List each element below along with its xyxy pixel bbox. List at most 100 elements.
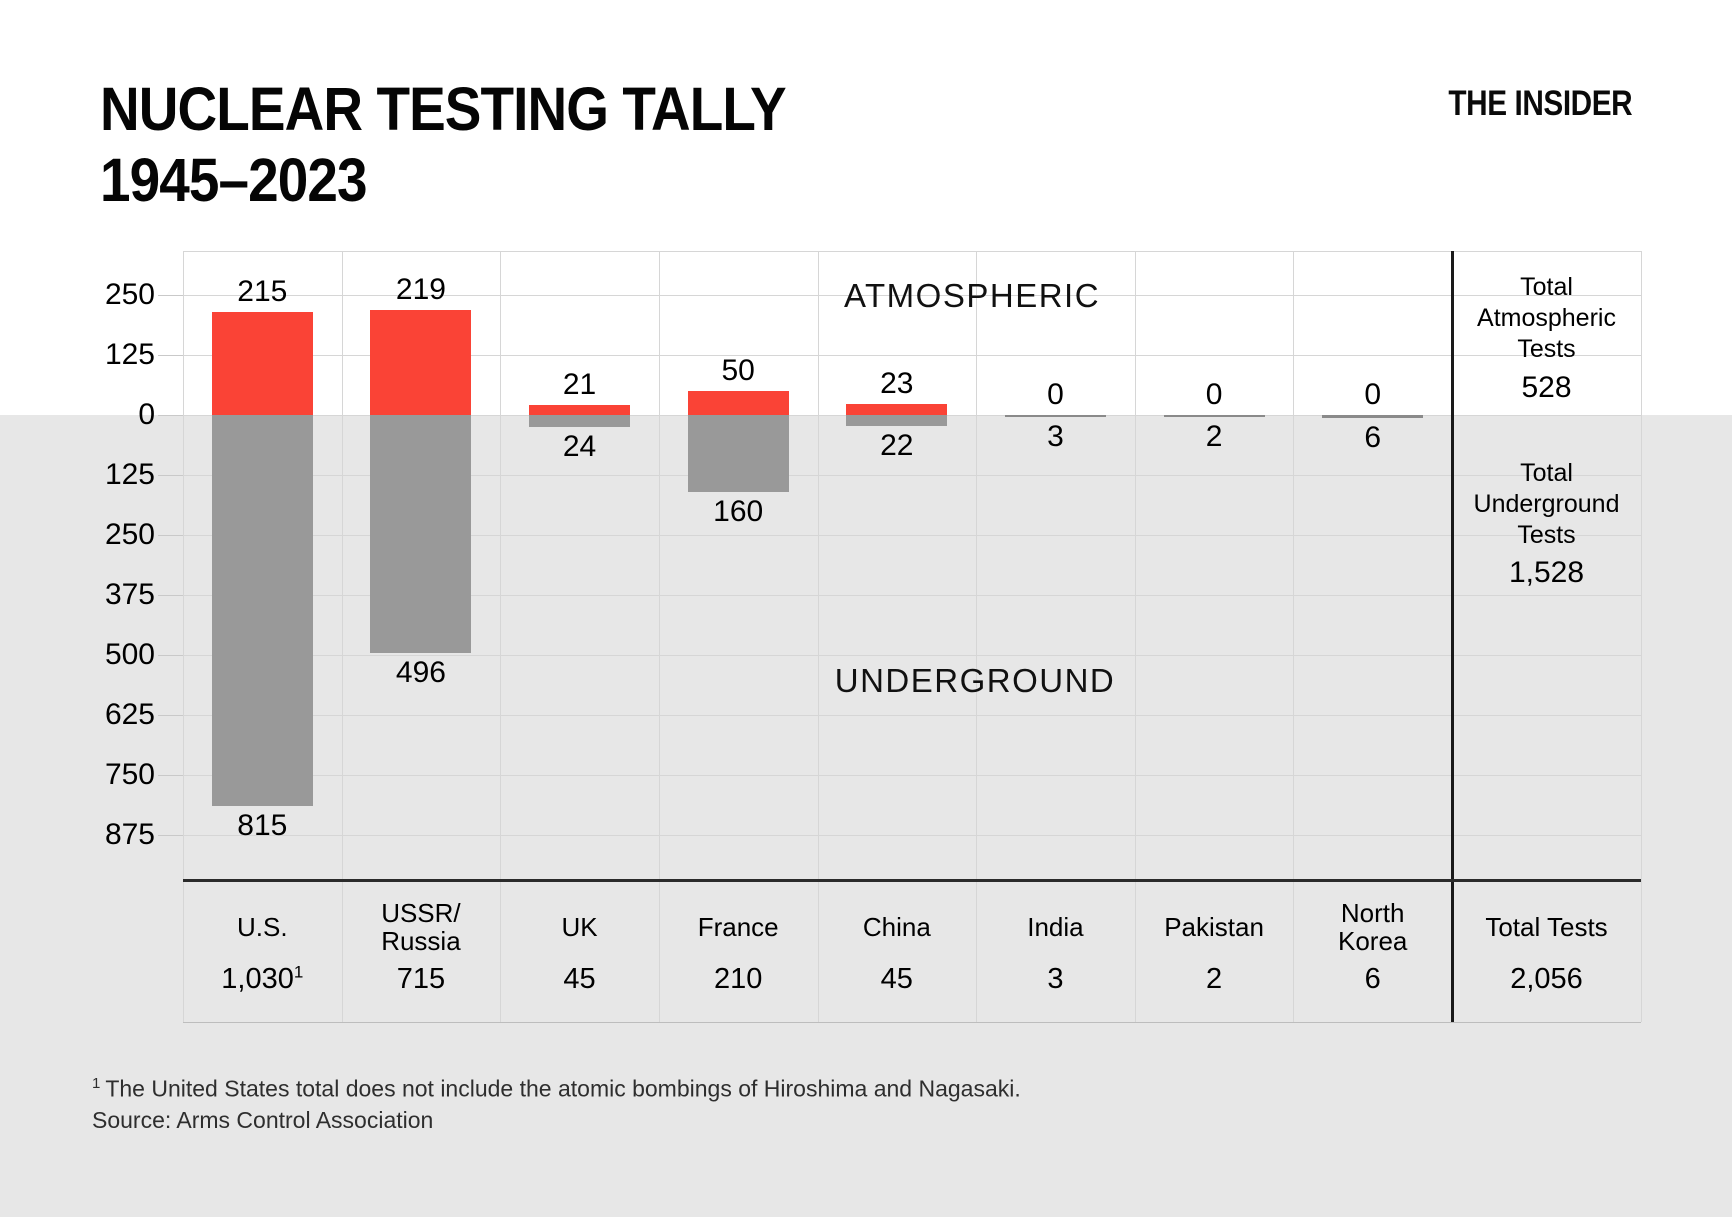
- atmospheric-bar: [846, 403, 948, 415]
- axis-tick: [158, 595, 183, 596]
- underground-bar: [1322, 415, 1424, 418]
- total-atmospheric-value: 528: [1521, 371, 1572, 404]
- underground-value-label: 3: [1047, 419, 1064, 453]
- atmospheric-value-label: 21: [562, 367, 597, 401]
- atmospheric-bar: [687, 391, 789, 415]
- underground-bar: [846, 415, 948, 426]
- footnote-source: Source: Arms Control Association: [92, 1106, 434, 1133]
- category-total: 2: [1205, 963, 1223, 995]
- axis-tick-label: 750: [104, 758, 155, 791]
- gridline: [183, 295, 1641, 296]
- underground-value-label: 496: [395, 656, 446, 690]
- axis-tick: [158, 295, 183, 296]
- gridline: [183, 655, 1641, 656]
- category-label: India: [1027, 912, 1084, 942]
- underground-value-label: 160: [713, 494, 764, 528]
- category-label: France: [697, 912, 779, 942]
- axis-tick-label: 625: [104, 698, 155, 731]
- underground-bar: [1163, 415, 1265, 417]
- gridline: [183, 535, 1641, 536]
- category-total: 45: [880, 963, 913, 995]
- category-label: Pakistan: [1164, 912, 1264, 942]
- underground-bar: [529, 415, 631, 427]
- category-label: U.S.: [237, 912, 288, 942]
- underground-value-label: 815: [237, 809, 288, 843]
- atmospheric-value-label: 0: [1364, 378, 1382, 411]
- axis-tick: [158, 775, 183, 776]
- footnote-marker: 1: [92, 1075, 101, 1092]
- total-underground-label: Total Underground Tests: [1473, 459, 1620, 549]
- underground-bar: [687, 415, 789, 492]
- axis-tick: [158, 655, 183, 656]
- atmospheric-bar: [529, 404, 631, 415]
- category-label: USSR/ Russia: [381, 898, 461, 956]
- atmospheric-value-label: 50: [721, 354, 755, 387]
- column-separator: [817, 251, 819, 1022]
- axis-tick: [158, 715, 183, 716]
- underground-bar: [211, 415, 313, 807]
- footer-bottom-border: [183, 1022, 1641, 1023]
- axis-tick-label: 500: [104, 638, 155, 671]
- axis-tick: [158, 415, 183, 416]
- category-total: 1,0301: [221, 962, 304, 995]
- underground-value-label: 22: [880, 428, 914, 462]
- gridline: [183, 835, 1641, 836]
- chart-top-border: [183, 251, 1641, 252]
- atmospheric-zone-label: ATMOSPHERIC: [843, 277, 1101, 314]
- axis-tick-label: 250: [104, 518, 155, 551]
- category-total: 715: [396, 963, 446, 995]
- column-separator: [183, 251, 184, 1022]
- category-total: 210: [713, 963, 763, 995]
- category-label: North Korea: [1337, 898, 1408, 956]
- column-separator: [976, 251, 978, 1022]
- category-label: UK: [561, 912, 598, 942]
- atmospheric-value-label: 23: [880, 366, 914, 400]
- category-total: 45: [563, 963, 596, 995]
- atmospheric-bar: [370, 309, 472, 415]
- total-underground-value: 1,528: [1508, 556, 1585, 589]
- column-separator: [500, 251, 502, 1022]
- title-line-1: NUCLEAR TESTING TALLY: [100, 75, 787, 143]
- axis-tick-label: 0: [138, 398, 155, 431]
- atmospheric-value-label: 0: [1205, 378, 1223, 411]
- footer-top-border: [183, 879, 1641, 882]
- total-footnote-marker: 1: [293, 962, 304, 982]
- axis-tick: [158, 355, 183, 356]
- underground-value-label: 24: [562, 429, 597, 463]
- total-atmospheric-label: Total Atmospheric Tests: [1477, 273, 1616, 363]
- footnote: 1 The United States total does not includ…: [92, 1068, 1021, 1136]
- column-separator: [658, 251, 660, 1022]
- underground-bar: [1004, 415, 1106, 417]
- page-title: NUCLEAR TESTING TALLY 1945–2023: [100, 74, 787, 216]
- gridline: [183, 475, 1641, 476]
- category-total: 6: [1364, 963, 1381, 995]
- category-label: China: [862, 912, 931, 942]
- underground-bar: [370, 415, 472, 654]
- axis-tick-label: 875: [104, 818, 155, 851]
- axis-tick: [158, 835, 183, 836]
- gridline: [183, 775, 1641, 776]
- summary-separator: [1451, 251, 1454, 1022]
- atmospheric-bar: [211, 311, 313, 415]
- axis-tick-label: 250: [104, 278, 155, 311]
- axis-tick: [158, 535, 183, 536]
- column-separator: [1293, 251, 1295, 1022]
- column-separator: [341, 251, 343, 1022]
- axis-tick: [158, 475, 183, 476]
- atmospheric-value-label: 0: [1047, 378, 1064, 411]
- column-separator: [1134, 251, 1136, 1022]
- atmospheric-value-label: 215: [237, 274, 288, 308]
- category-total: 3: [1047, 963, 1064, 995]
- underground-zone-label: UNDERGROUND: [834, 662, 1116, 699]
- underground-value-label: 6: [1364, 420, 1382, 454]
- title-line-2: 1945–2023: [100, 146, 368, 214]
- axis-tick-label: 125: [104, 338, 155, 371]
- axis-tick-label: 375: [104, 578, 155, 611]
- footnote-line-1: 1 The United States total does not includ…: [92, 1075, 1021, 1102]
- chart-right-border: [1641, 251, 1642, 1022]
- gridline: [183, 595, 1641, 596]
- atmospheric-value-label: 219: [395, 272, 446, 306]
- underground-value-label: 2: [1205, 419, 1223, 453]
